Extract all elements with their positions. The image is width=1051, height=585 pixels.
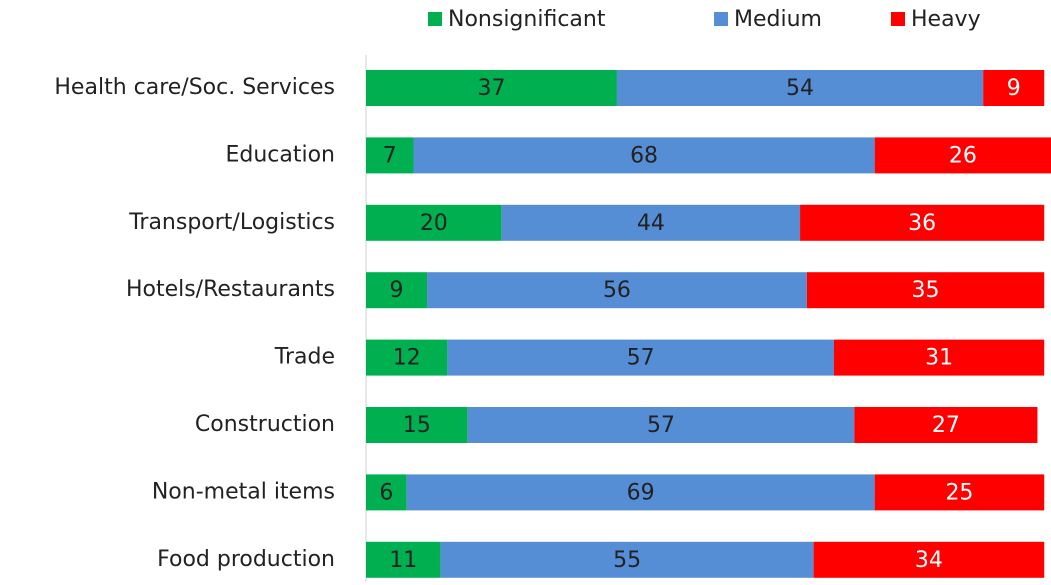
bar-segment: [366, 137, 414, 174]
data-label: 25: [945, 480, 973, 505]
data-label: 6: [379, 480, 393, 505]
data-label: 34: [915, 548, 943, 573]
bar-segment: [366, 339, 448, 376]
y-tick-label: Transport/Logistics: [128, 210, 335, 235]
data-label: 35: [912, 278, 940, 303]
data-label: 57: [647, 413, 675, 438]
legend-label: Nonsignificant: [448, 7, 606, 32]
data-label: 26: [949, 143, 977, 168]
y-tick-label: Hotels/Restaurants: [126, 277, 335, 302]
y-tick-label: Construction: [195, 412, 335, 437]
bar-segment: [447, 339, 834, 376]
bar-segment: [413, 137, 875, 174]
bar-segment: [427, 272, 807, 309]
data-label: 54: [786, 76, 814, 101]
bar-segment: [366, 407, 468, 443]
bar-segment: [366, 70, 617, 106]
bar-segment: [806, 272, 1045, 309]
bar-segment: [440, 541, 814, 578]
bar-segment: [874, 137, 1051, 174]
y-tick-label: Non-metal items: [152, 479, 335, 504]
data-label: 57: [627, 346, 655, 371]
bar-segment: [501, 204, 801, 241]
data-label: 55: [613, 548, 641, 573]
bar-segment: [366, 474, 407, 511]
data-label: 20: [420, 211, 448, 236]
data-label: 68: [630, 143, 658, 168]
data-label: 7: [383, 143, 397, 168]
data-label: 9: [390, 278, 404, 303]
legend-swatch: [428, 12, 442, 26]
data-label: 12: [393, 346, 421, 371]
bar-segment: [366, 272, 428, 309]
bar-segment: [983, 70, 1045, 106]
legend-swatch: [891, 12, 905, 26]
bar-segment: [833, 339, 1045, 376]
y-tick-label: Food production: [157, 547, 335, 572]
bar-segment: [813, 541, 1045, 578]
legend-label: Heavy: [911, 7, 981, 32]
bar-segment: [616, 70, 984, 106]
data-label: 15: [403, 413, 431, 438]
bar-segment: [366, 204, 502, 241]
data-label: 37: [477, 76, 505, 101]
bar-segment: [467, 407, 855, 443]
data-label: 27: [932, 413, 960, 438]
bar-segment: [854, 407, 1038, 443]
data-label: 11: [389, 548, 417, 573]
y-tick-label: Education: [225, 142, 335, 167]
data-label: 56: [603, 278, 631, 303]
bar-segment: [406, 474, 875, 511]
bar-segment: [366, 541, 441, 578]
data-label: 44: [637, 211, 665, 236]
legend-label: Medium: [734, 7, 822, 32]
bar-segment: [800, 204, 1045, 241]
data-label: 36: [908, 211, 936, 236]
data-label: 69: [627, 480, 655, 505]
data-label: 9: [1007, 76, 1021, 101]
y-tick-label: Trade: [274, 345, 335, 370]
y-tick-label: Health care/Soc. Services: [54, 75, 335, 100]
legend-swatch: [714, 12, 728, 26]
bar-segment: [874, 474, 1045, 511]
data-label: 31: [925, 346, 953, 371]
